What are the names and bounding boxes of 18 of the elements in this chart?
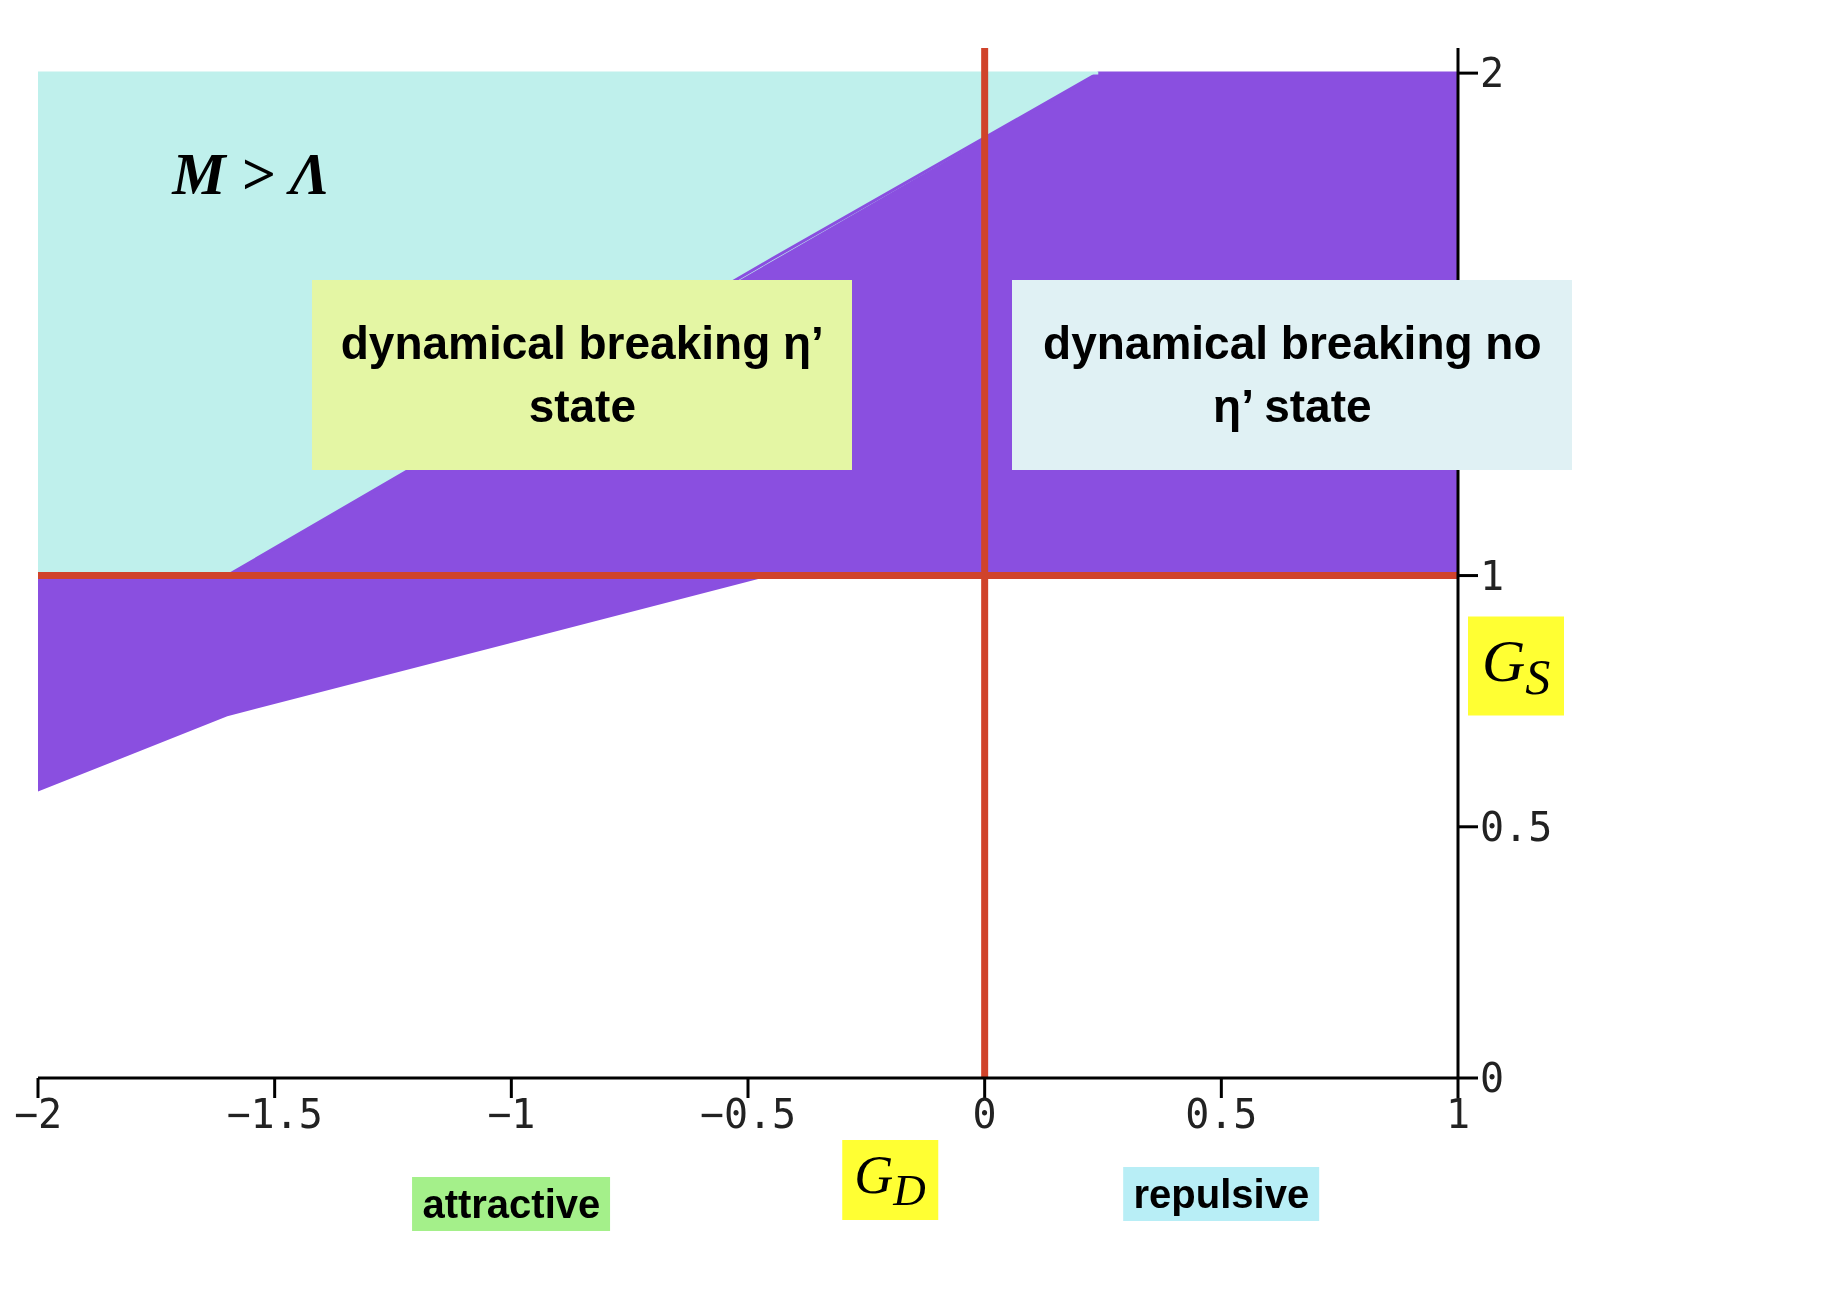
x-tick-label: −1.5 [226, 1091, 323, 1138]
x-tick-label: −1 [487, 1091, 536, 1138]
y-tick-label: 2 [1480, 50, 1505, 97]
x-tick-label: 1 [1445, 1091, 1471, 1138]
annotation: dynamical breaking no η’ state [1042, 316, 1543, 434]
text: attractive [422, 1180, 601, 1228]
x-axis-title: G$_{D}$ [842, 1140, 938, 1220]
x-tick-label: −2 [13, 1091, 63, 1138]
annotation: dynamical breaking η’ state [339, 316, 825, 434]
x-tick-label: 0.5 [1185, 1091, 1258, 1138]
y-tick-label: 1 [1480, 552, 1505, 599]
x-tick-label: −0.5 [699, 1091, 797, 1138]
annotation: M > Λ [172, 139, 330, 209]
y-tick-label: 0.5 [1480, 803, 1553, 850]
y-axis-title: G$_{S}$ [1468, 616, 1565, 716]
text: repulsive [1133, 1170, 1310, 1218]
y-tick-label: 0 [1480, 1055, 1505, 1102]
x-tick-label: 0 [972, 1091, 997, 1138]
